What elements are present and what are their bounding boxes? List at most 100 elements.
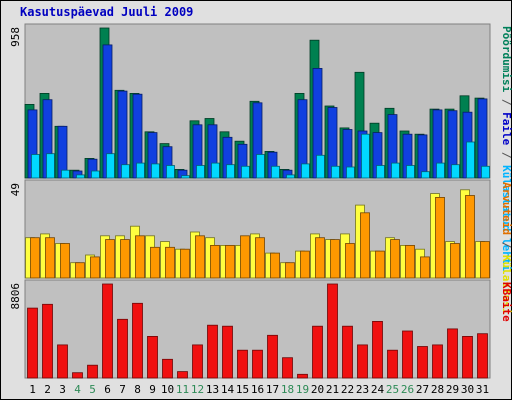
bar-bot-kbaite-day-1 — [27, 307, 38, 379]
bar-mid-arvuteid-day-4 — [75, 262, 85, 279]
x-tick-label-day-11: 11 — [176, 383, 189, 396]
bar-top-k-lastatud-lehti-day-6 — [106, 153, 115, 179]
x-tick-label-day-18: 18 — [281, 383, 294, 396]
bar-bot-kbaite-day-28 — [432, 344, 443, 379]
bar-bot-kbaite-day-8 — [132, 302, 143, 379]
legend-entry-mid-0: Arvuteid — [500, 182, 512, 235]
x-tick-label-day-15: 15 — [236, 383, 249, 396]
x-tick-label-day-16: 16 — [251, 383, 264, 396]
bar-bot-kbaite-day-22 — [342, 325, 353, 379]
bar-mid-arvuteid-day-28 — [435, 196, 445, 279]
y-max-label-top: 958 — [9, 27, 22, 47]
bar-top-k-lastatud-lehti-day-16 — [256, 154, 265, 179]
bar-mid-arvuteid-day-11 — [180, 248, 190, 279]
bar-top-k-lastatud-lehti-day-27 — [421, 171, 430, 179]
bar-bot-kbaite-day-25 — [387, 349, 398, 379]
bar-bot-kbaite-day-21 — [327, 283, 338, 379]
bar-bot-kbaite-day-9 — [147, 335, 158, 379]
bar-mid-arvuteid-day-22 — [345, 243, 355, 279]
bar-mid-arvuteid-day-31 — [480, 241, 490, 279]
bar-mid-arvuteid-day-19 — [300, 250, 310, 279]
legend-entry-bot-0: KBaite — [500, 282, 512, 322]
bar-mid-arvuteid-day-8 — [135, 235, 145, 279]
x-tick-label-day-17: 17 — [266, 383, 279, 396]
x-tick-label-day-21: 21 — [326, 383, 339, 396]
x-tick-label-day-19: 19 — [296, 383, 309, 396]
bar-bot-kbaite-day-7 — [117, 318, 128, 379]
chart-title: Kasutuspäevad Juuli 2009 — [20, 5, 194, 19]
bar-mid-arvuteid-day-9 — [150, 246, 160, 279]
bar-top-k-lastatud-lehti-day-25 — [391, 162, 400, 179]
bar-top-k-lastatud-lehti-day-7 — [121, 164, 130, 179]
bar-mid-arvuteid-day-26 — [405, 244, 415, 279]
bar-bot-kbaite-day-23 — [357, 344, 368, 379]
bar-mid-arvuteid-day-13 — [210, 244, 220, 279]
x-tick-label-day-9: 9 — [149, 383, 156, 396]
bar-mid-arvuteid-day-21 — [330, 239, 340, 279]
bar-top-k-lastatud-lehti-day-22 — [346, 166, 355, 179]
x-tick-label-day-22: 22 — [341, 383, 354, 396]
bar-bot-kbaite-day-27 — [417, 346, 428, 379]
bar-mid-arvuteid-day-16 — [255, 237, 265, 279]
legend-entry-top-4: Külastatud lehti — [500, 165, 512, 271]
bar-bot-kbaite-day-2 — [42, 303, 53, 379]
bar-mid-arvuteid-day-30 — [465, 195, 475, 279]
bar-top-k-lastatud-lehti-day-4 — [76, 174, 85, 179]
bar-bot-kbaite-day-14 — [222, 325, 233, 379]
x-tick-label-day-14: 14 — [221, 383, 235, 396]
bar-top-k-lastatud-lehti-day-26 — [406, 165, 415, 179]
x-tick-label-day-3: 3 — [59, 383, 66, 396]
bar-mid-arvuteid-day-10 — [165, 246, 175, 279]
bar-top-k-lastatud-lehti-day-31 — [481, 165, 490, 179]
x-tick-label-day-6: 6 — [104, 383, 111, 396]
x-tick-label-day-25: 25 — [386, 383, 399, 396]
x-tick-label-day-8: 8 — [134, 383, 141, 396]
bar-bot-kbaite-day-5 — [87, 364, 98, 379]
legend-entry-top-2: Faile — [500, 112, 512, 145]
x-tick-label-day-13: 13 — [206, 383, 219, 396]
bar-top-k-lastatud-lehti-day-2 — [46, 153, 55, 179]
bar-top-k-lastatud-lehti-day-18 — [286, 174, 295, 179]
bar-top-k-lastatud-lehti-day-13 — [211, 162, 220, 179]
bar-mid-arvuteid-day-1 — [30, 237, 40, 279]
bar-top-k-lastatud-lehti-day-28 — [436, 162, 445, 179]
x-tick-label-day-2: 2 — [44, 383, 51, 396]
bar-top-k-lastatud-lehti-day-5 — [91, 170, 100, 179]
x-tick-label-day-28: 28 — [431, 383, 444, 396]
legend-entry-top-1: / — [500, 92, 512, 112]
legend-label-mid: Arvuteid / Külastusi — [500, 182, 512, 315]
bar-bot-kbaite-day-26 — [402, 330, 413, 379]
bar-top-k-lastatud-lehti-day-24 — [376, 165, 385, 179]
bar-mid-arvuteid-day-25 — [390, 239, 400, 279]
x-tick-label-day-12: 12 — [191, 383, 204, 396]
bar-top-k-lastatud-lehti-day-14 — [226, 164, 235, 179]
bar-top-k-lastatud-lehti-day-30 — [466, 141, 475, 179]
y-max-label-bot: 8806 — [9, 283, 22, 310]
bar-top-k-lastatud-lehti-day-29 — [451, 164, 460, 179]
bar-top-k-lastatud-lehti-day-8 — [136, 162, 145, 179]
bar-bot-kbaite-day-4 — [72, 372, 83, 379]
x-tick-label-day-23: 23 — [356, 383, 369, 396]
bar-mid-arvuteid-day-18 — [285, 262, 295, 279]
bar-mid-arvuteid-day-24 — [375, 250, 385, 279]
bar-bot-kbaite-day-31 — [477, 333, 488, 379]
bar-bot-kbaite-day-6 — [102, 283, 113, 379]
legend-label-top: Pöördumisi / Faile / Külastatud lehti — [500, 26, 512, 271]
bar-mid-arvuteid-day-7 — [120, 239, 130, 279]
bar-mid-arvuteid-day-27 — [420, 256, 430, 279]
x-tick-label-day-26: 26 — [401, 383, 414, 396]
x-tick-label-day-5: 5 — [89, 383, 96, 396]
x-tick-label-day-27: 27 — [416, 383, 429, 396]
bar-top-k-lastatud-lehti-day-1 — [31, 154, 40, 179]
bar-top-k-lastatud-lehti-day-10 — [166, 165, 175, 179]
bar-top-k-lastatud-lehti-day-20 — [316, 154, 325, 179]
legend-entry-top-0: Pöördumisi — [500, 26, 512, 93]
bar-top-k-lastatud-lehti-day-19 — [301, 163, 310, 179]
x-tick-label-day-7: 7 — [119, 383, 126, 396]
bar-mid-arvuteid-day-23 — [360, 212, 370, 279]
bar-bot-kbaite-day-24 — [372, 320, 383, 379]
bar-mid-arvuteid-day-2 — [45, 237, 55, 279]
bar-mid-arvuteid-day-29 — [450, 243, 460, 279]
y-max-label-mid: 49 — [9, 183, 22, 196]
